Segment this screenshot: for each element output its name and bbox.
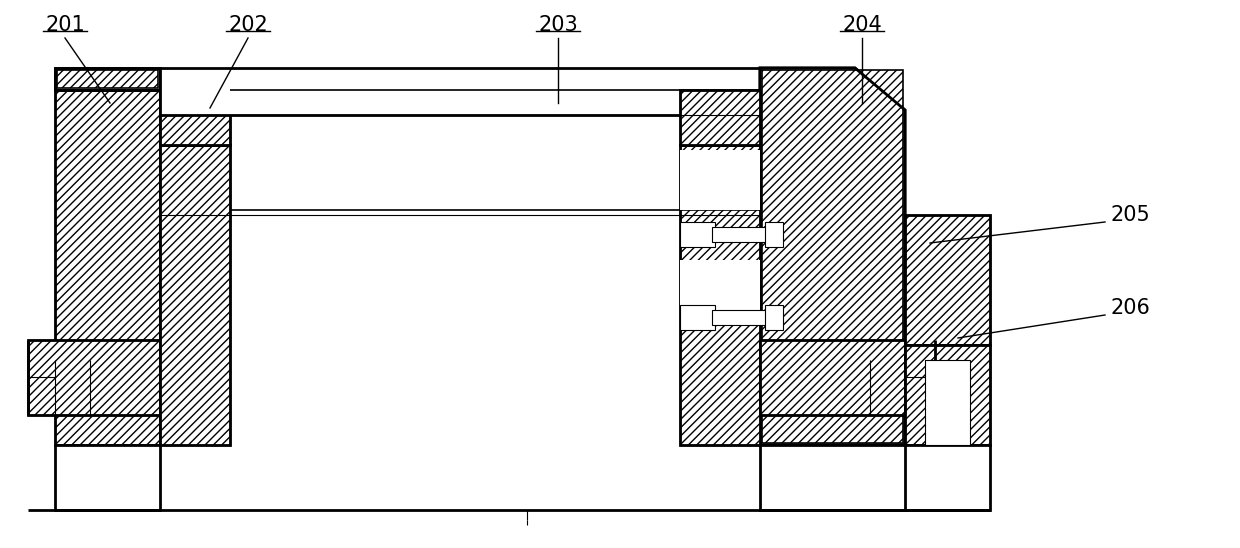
Text: 201: 201 — [45, 15, 84, 35]
Bar — [160, 68, 760, 115]
Bar — [680, 145, 760, 445]
Bar — [765, 222, 782, 247]
Text: 203: 203 — [538, 15, 578, 35]
Bar — [29, 340, 160, 415]
Bar — [760, 340, 905, 415]
Polygon shape — [760, 68, 905, 445]
Bar — [763, 70, 903, 443]
Bar — [55, 90, 160, 445]
Bar — [160, 145, 229, 445]
Bar — [905, 345, 990, 445]
Bar — [712, 227, 770, 242]
Bar — [680, 260, 760, 320]
Bar — [905, 345, 990, 445]
Bar — [680, 150, 760, 210]
Bar — [29, 340, 160, 415]
Bar — [680, 222, 715, 247]
Bar — [905, 215, 990, 345]
Bar — [680, 145, 760, 445]
Bar — [160, 90, 229, 145]
Bar — [760, 340, 905, 415]
Bar — [760, 445, 935, 510]
Bar — [680, 90, 760, 145]
Text: 205: 205 — [1110, 205, 1149, 225]
Text: 206: 206 — [1110, 298, 1149, 318]
Bar — [905, 215, 990, 345]
Bar — [905, 445, 990, 510]
Bar — [712, 310, 770, 325]
Text: 202: 202 — [228, 15, 268, 35]
Bar — [928, 362, 968, 443]
Bar — [55, 90, 160, 445]
Text: 204: 204 — [842, 15, 882, 35]
Bar — [925, 360, 970, 445]
Bar — [57, 70, 157, 88]
Bar — [160, 90, 229, 145]
Bar — [55, 445, 160, 510]
Polygon shape — [55, 68, 160, 90]
Bar — [680, 305, 715, 330]
Bar — [680, 90, 760, 145]
Bar — [160, 145, 229, 445]
Bar — [765, 305, 782, 330]
Polygon shape — [925, 360, 970, 363]
